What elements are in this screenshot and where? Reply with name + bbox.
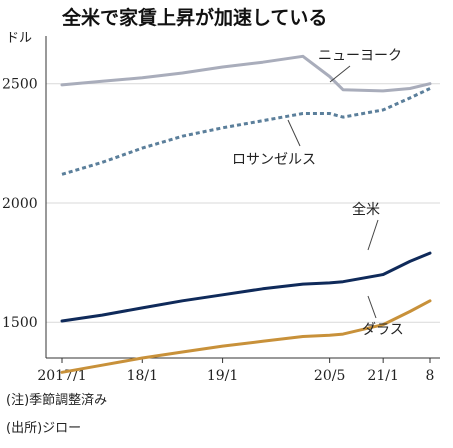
series-lines: [60, 54, 432, 374]
series-line: [60, 54, 432, 93]
series-leader-line: [329, 65, 351, 83]
series-label: ロサンゼルス: [232, 152, 316, 168]
x-tick-label: 2017/1: [37, 368, 86, 384]
series-line: [60, 251, 432, 323]
series-leader-line: [367, 295, 377, 319]
x-tick-label: 20/5: [314, 368, 345, 384]
series-line: [60, 299, 432, 374]
series-leader-line: [367, 219, 379, 251]
y-tick-label: 2500: [2, 77, 38, 93]
x-tick-label: 18/1: [127, 368, 158, 384]
axes: 1500 2000 2500 2017/1 18/1 19/1 20/5 21/1 8: [2, 36, 440, 384]
series-line: [61, 87, 431, 176]
series-label: ニューヨーク: [318, 48, 402, 64]
note-source: (出所)ジロー: [6, 421, 81, 436]
y-tick-label: 1500: [2, 315, 38, 331]
note-seasonal: (注)季節調整済み: [6, 392, 107, 408]
series-leader-line: [287, 119, 301, 147]
x-tick-label: 8: [426, 368, 435, 384]
chart-title: 全米で家賃上昇が加速している: [61, 6, 327, 29]
series-label: ダラス: [362, 322, 404, 338]
y-tick-label: 2000: [2, 196, 38, 212]
x-tick-label: 21/1: [367, 368, 398, 384]
series-label: 全米: [352, 201, 380, 218]
y-axis-unit: ドル: [6, 31, 32, 46]
gridlines: [46, 83, 440, 323]
x-tick-label: 19/1: [207, 368, 238, 384]
